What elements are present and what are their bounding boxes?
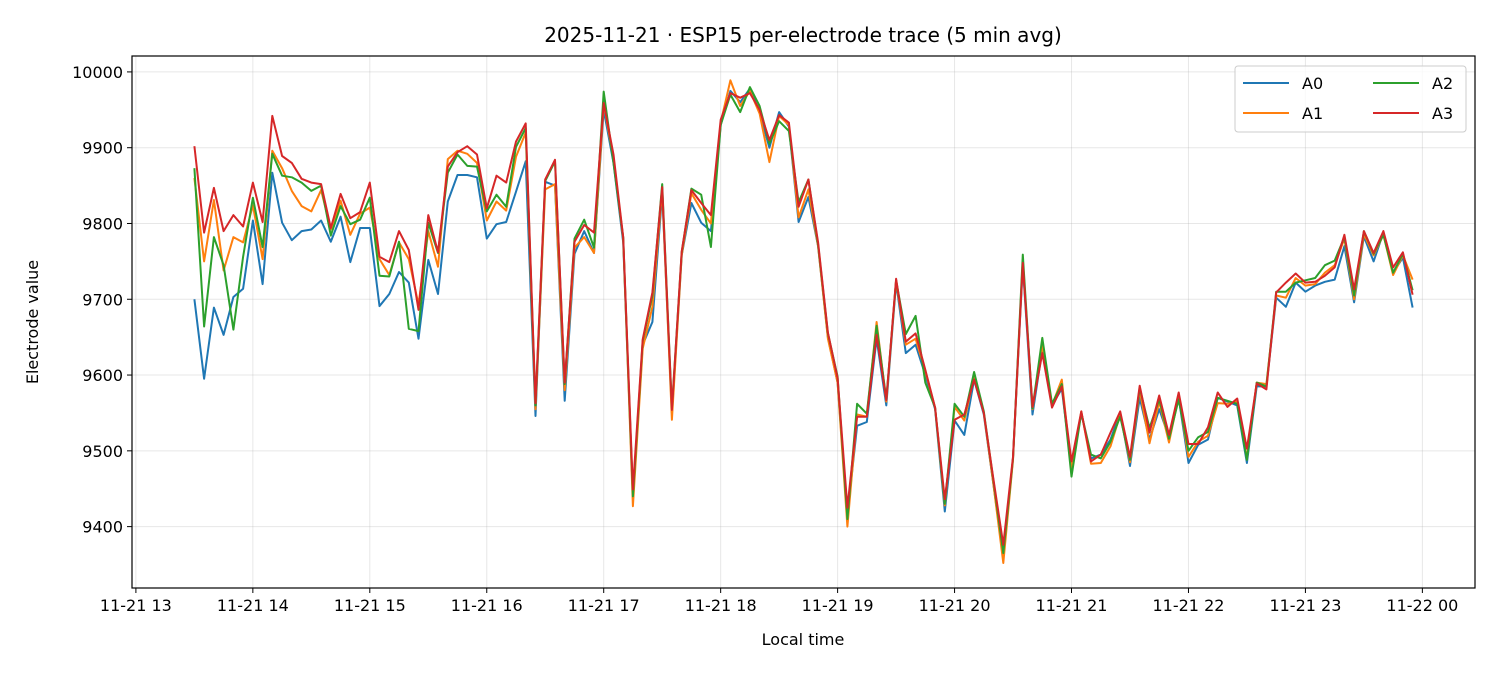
- legend-label: A2: [1432, 74, 1453, 93]
- y-tick-label: 9700: [82, 290, 123, 309]
- x-axis-label: Local time: [762, 630, 845, 649]
- series-lines: [193, 79, 1414, 564]
- y-tick-label: 9800: [82, 214, 123, 233]
- x-tick-label: 11-21 18: [685, 596, 757, 615]
- x-axis: 11-21 13 11-21 14 11-21 15 11-21 16 11-21 17…: [100, 588, 1458, 615]
- series-line-a1: [193, 79, 1414, 564]
- x-tick-label: 11-21 19: [802, 596, 874, 615]
- y-tick-label: 9500: [82, 442, 123, 461]
- legend-label: A3: [1432, 104, 1453, 123]
- chart-title: 2025-11-21 · ESP15 per-electrode trace (…: [544, 23, 1062, 47]
- y-tick-label: 9900: [82, 139, 123, 158]
- x-tick-label: 11-21 17: [568, 596, 640, 615]
- x-tick-label: 11-21 16: [451, 596, 523, 615]
- y-tick-label: 9600: [82, 366, 123, 385]
- x-tick-label: 11-21 23: [1269, 596, 1341, 615]
- series-line-a2: [193, 86, 1414, 555]
- y-tick-label: 9400: [82, 518, 123, 537]
- series-line-a0: [193, 87, 1414, 558]
- x-tick-label: 11-21 13: [100, 596, 172, 615]
- y-axis-label: Electrode value: [23, 260, 42, 384]
- x-tick-label: 11-21 20: [919, 596, 991, 615]
- x-tick-label: 11-21 21: [1036, 596, 1108, 615]
- legend: A0 A1 A2 A3: [1234, 65, 1467, 133]
- plot-frame: [131, 55, 1476, 589]
- y-tick-label: 10000: [72, 63, 123, 82]
- legend-label: A1: [1302, 104, 1323, 123]
- x-tick-label: 11-21 22: [1152, 596, 1224, 615]
- x-tick-label: 11-21 15: [334, 596, 406, 615]
- grid: [132, 56, 1475, 588]
- legend-label: A0: [1302, 74, 1323, 93]
- x-tick-label: 11-21 14: [217, 596, 289, 615]
- y-axis: 9400 9500 9600 9700 9800 9900 10000: [72, 63, 132, 537]
- x-tick-label: 11-22 00: [1386, 596, 1458, 615]
- series-line-a3: [193, 92, 1414, 546]
